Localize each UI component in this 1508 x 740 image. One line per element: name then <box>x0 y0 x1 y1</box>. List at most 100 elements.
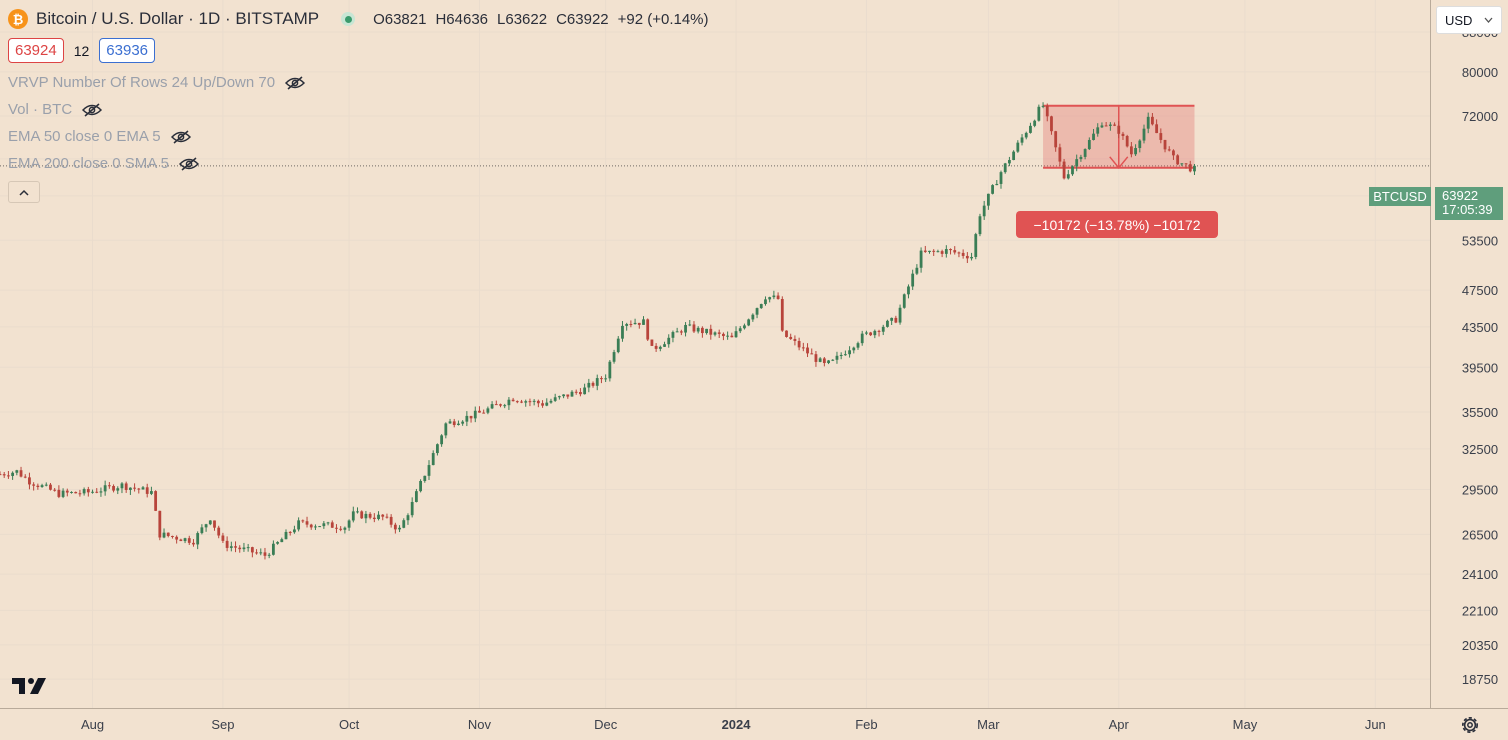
candle-body[interactable] <box>91 491 94 493</box>
candle-body[interactable] <box>61 490 65 497</box>
symbol-title[interactable]: Bitcoin / U.S. Dollar · 1D · BITSTAMP <box>36 9 320 28</box>
candle[interactable] <box>288 531 292 536</box>
candle[interactable] <box>869 331 873 337</box>
candle-body[interactable] <box>730 335 734 338</box>
candle-body[interactable] <box>705 328 708 334</box>
candle[interactable] <box>692 321 696 333</box>
candle[interactable] <box>932 249 936 256</box>
candle[interactable] <box>940 249 944 258</box>
candle[interactable] <box>406 513 410 525</box>
candle-body[interactable] <box>1066 174 1070 179</box>
candle-body[interactable] <box>23 476 27 478</box>
candle[interactable] <box>764 296 767 306</box>
candle-body[interactable] <box>528 401 532 403</box>
candle-body[interactable] <box>1016 142 1020 152</box>
candle-body[interactable] <box>44 484 48 486</box>
candle-body[interactable] <box>377 514 380 520</box>
candle[interactable] <box>688 320 692 327</box>
candle[interactable] <box>886 319 889 328</box>
candle[interactable] <box>1087 137 1091 151</box>
candle-body[interactable] <box>36 485 40 488</box>
candle[interactable] <box>1033 119 1037 128</box>
candle-body[interactable] <box>457 423 460 426</box>
candle[interactable] <box>259 548 263 556</box>
candle[interactable] <box>986 193 990 210</box>
candle[interactable] <box>53 487 57 492</box>
candle-body[interactable] <box>263 552 267 556</box>
candle[interactable] <box>789 333 793 340</box>
candle[interactable] <box>364 510 368 524</box>
candle[interactable] <box>402 518 406 529</box>
candle-body[interactable] <box>936 251 940 253</box>
candle[interactable] <box>204 523 208 532</box>
candle[interactable] <box>19 466 23 478</box>
candle-body[interactable] <box>124 483 128 490</box>
candle[interactable] <box>965 252 969 264</box>
candle[interactable] <box>267 552 271 559</box>
chart-settings-icon[interactable] <box>1459 714 1481 736</box>
candle[interactable] <box>982 200 986 220</box>
candle-body[interactable] <box>654 345 658 349</box>
candle[interactable] <box>865 330 868 336</box>
candle[interactable] <box>419 479 422 493</box>
candle-body[interactable] <box>82 489 86 494</box>
candle[interactable] <box>255 549 258 555</box>
candle[interactable] <box>557 395 561 400</box>
candle[interactable] <box>494 400 498 406</box>
candle[interactable] <box>785 330 788 338</box>
candle-body[interactable] <box>179 539 183 542</box>
candle-body[interactable] <box>137 488 141 490</box>
candle[interactable] <box>1037 104 1041 122</box>
candle[interactable] <box>1075 154 1079 172</box>
candle-body[interactable] <box>255 552 258 554</box>
candle-body[interactable] <box>814 354 818 362</box>
candle-body[interactable] <box>103 485 107 492</box>
candle[interactable] <box>32 482 36 491</box>
candle-body[interactable] <box>734 331 738 338</box>
candle[interactable] <box>318 525 322 528</box>
candle[interactable] <box>1050 115 1053 135</box>
candle[interactable] <box>423 475 427 483</box>
candle[interactable] <box>385 513 389 519</box>
candle-body[interactable] <box>398 527 401 530</box>
candle[interactable] <box>810 348 814 355</box>
candle-body[interactable] <box>970 256 973 259</box>
candle[interactable] <box>1155 119 1159 134</box>
candle[interactable] <box>1151 113 1154 126</box>
candle[interactable] <box>1079 154 1083 162</box>
candle-body[interactable] <box>919 250 923 268</box>
candle-body[interactable] <box>351 511 355 521</box>
candle-body[interactable] <box>797 340 801 348</box>
candle-body[interactable] <box>633 322 637 325</box>
candle-body[interactable] <box>187 538 191 543</box>
candle[interactable] <box>448 418 452 424</box>
candle[interactable] <box>890 317 894 325</box>
candle[interactable] <box>187 535 191 545</box>
candle-body[interactable] <box>154 491 158 511</box>
candle[interactable] <box>246 543 250 552</box>
candle-body[interactable] <box>890 317 894 321</box>
candle-body[interactable] <box>600 378 603 380</box>
candle[interactable] <box>1172 149 1175 160</box>
candle-body[interactable] <box>1125 136 1129 147</box>
candle-body[interactable] <box>74 491 78 494</box>
candle-body[interactable] <box>309 524 313 528</box>
candle[interactable] <box>440 434 444 447</box>
candle-body[interactable] <box>503 405 507 407</box>
candle[interactable] <box>150 486 153 496</box>
candle[interactable] <box>1020 134 1024 146</box>
candle-body[interactable] <box>444 423 448 436</box>
candle[interactable] <box>658 345 662 352</box>
candle[interactable] <box>103 480 107 496</box>
candle[interactable] <box>1113 122 1116 127</box>
candle-body[interactable] <box>1045 105 1049 117</box>
candle[interactable] <box>200 524 204 535</box>
candle[interactable] <box>1146 112 1150 134</box>
candle[interactable] <box>23 474 27 479</box>
candle[interactable] <box>372 513 376 523</box>
candle-body[interactable] <box>166 532 170 536</box>
candle-body[interactable] <box>1138 140 1142 149</box>
candle-body[interactable] <box>419 480 422 492</box>
